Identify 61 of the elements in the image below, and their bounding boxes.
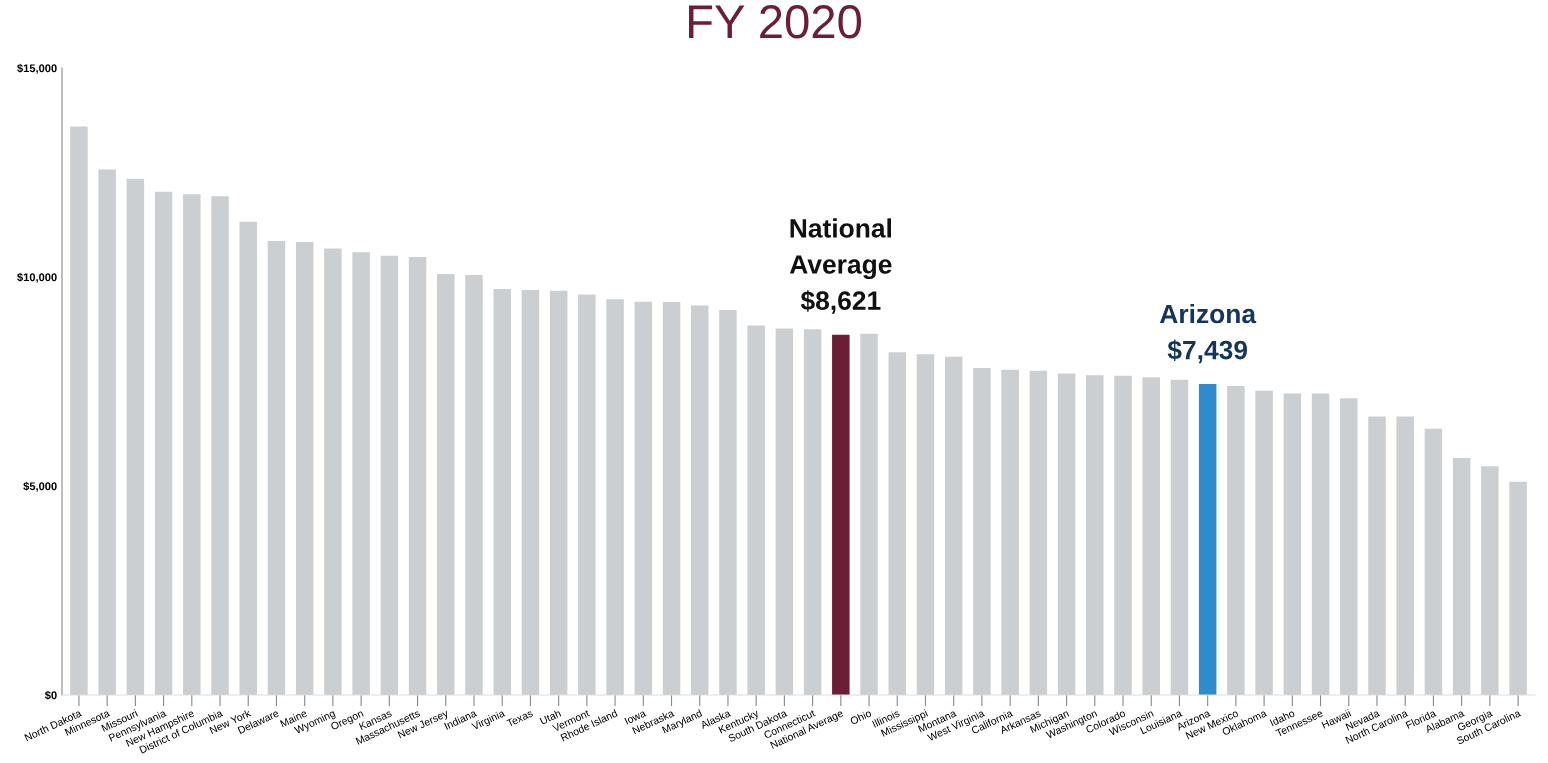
bar xyxy=(803,329,822,695)
chart-title: FY 2020 xyxy=(689,5,861,39)
bar xyxy=(267,241,286,695)
bar xyxy=(662,302,681,695)
y-tick-label: $0 xyxy=(44,690,57,700)
x-tick-label: Ohio xyxy=(849,709,872,725)
bar xyxy=(832,334,850,695)
bar xyxy=(1001,369,1019,695)
bar xyxy=(1509,481,1527,695)
bar xyxy=(944,356,963,695)
bar xyxy=(1396,416,1414,695)
bar xyxy=(239,221,257,695)
bar xyxy=(352,252,370,695)
bar xyxy=(1481,466,1499,695)
y-tick-label: $5,000 xyxy=(23,481,57,492)
bar xyxy=(154,191,173,695)
bar xyxy=(1368,416,1386,695)
bar xyxy=(1452,457,1471,695)
bar xyxy=(973,368,991,695)
bar xyxy=(437,274,455,695)
bar xyxy=(211,196,229,695)
bar xyxy=(606,299,624,695)
x-tick-label: Texas xyxy=(506,709,534,728)
bar xyxy=(98,169,116,695)
bar xyxy=(408,256,427,695)
bar xyxy=(521,289,540,695)
bar xyxy=(465,274,483,695)
bar xyxy=(493,289,511,695)
bar xyxy=(183,194,201,695)
bar xyxy=(1424,428,1443,695)
bar xyxy=(634,301,653,695)
bar xyxy=(324,248,342,695)
bar xyxy=(1029,370,1048,695)
bar xyxy=(775,328,794,695)
bar xyxy=(578,294,596,695)
bar xyxy=(70,126,88,695)
bar xyxy=(719,310,737,695)
bar xyxy=(1086,375,1104,695)
bar xyxy=(126,178,145,695)
y-tick-label: $10,000 xyxy=(17,272,57,283)
bar xyxy=(549,290,568,695)
bar xyxy=(1170,379,1189,695)
annotation: Arizona $7,439 xyxy=(1159,303,1257,364)
bar xyxy=(1340,398,1358,695)
bar xyxy=(1057,373,1076,695)
bar xyxy=(1311,393,1330,695)
annotation: National Average $8,621 xyxy=(789,218,892,314)
bar xyxy=(1142,377,1160,695)
bar xyxy=(1227,386,1245,695)
bar xyxy=(916,354,935,695)
bar xyxy=(1198,384,1217,695)
bar xyxy=(1114,375,1132,695)
bar xyxy=(888,352,907,695)
y-tick-label: $15,000 xyxy=(17,63,57,74)
bar xyxy=(1255,390,1273,695)
bar xyxy=(1283,393,1302,695)
bar xyxy=(860,333,878,695)
bar xyxy=(380,255,399,695)
bar xyxy=(747,325,765,695)
bar xyxy=(690,305,709,695)
bar xyxy=(295,241,314,695)
